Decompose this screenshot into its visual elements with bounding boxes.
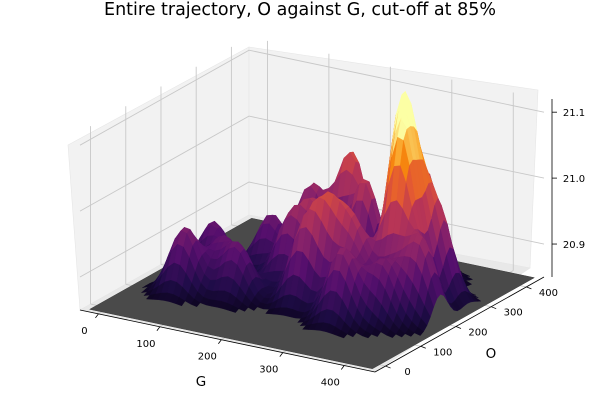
surface-cell <box>395 329 406 338</box>
x-tick-label: 200 <box>198 352 217 363</box>
surface-cell <box>337 330 348 339</box>
surface-cell <box>386 329 397 338</box>
y-axis-line <box>374 276 545 373</box>
surface <box>140 90 482 339</box>
x-tick-mark <box>279 352 284 357</box>
y-tick-label: 200 <box>468 327 487 338</box>
z-tick-label: 21.1 <box>563 108 585 119</box>
surface-cell <box>247 302 258 311</box>
x-tick-mark <box>340 365 345 370</box>
surface-cell <box>229 305 240 313</box>
y-tick-label: 400 <box>539 288 558 299</box>
z-tick-label: 20.9 <box>563 240 585 251</box>
surface-cell <box>346 327 357 338</box>
y-tick-mark <box>420 345 426 349</box>
grid-line-z-1 <box>79 115 545 212</box>
x-tick-label: 100 <box>136 339 155 350</box>
surface-cell <box>238 302 249 312</box>
y-tick-mark <box>491 306 497 310</box>
x-tick-label: 0 <box>81 326 87 337</box>
y-tick-label: 100 <box>433 347 452 358</box>
x-tick-mark <box>218 339 222 344</box>
x-tick-label: 300 <box>259 365 278 376</box>
surface-cell <box>404 328 415 337</box>
surface-cell <box>175 297 186 307</box>
y-tick-mark <box>385 365 391 369</box>
surface-cell <box>414 327 424 336</box>
y-tick-mark <box>455 326 462 329</box>
x-tick-label: 400 <box>321 378 340 389</box>
x-axis-label: G <box>196 374 206 390</box>
x-axis-line <box>79 309 376 373</box>
y-tick-label: 0 <box>404 367 410 378</box>
z-tick-label: 21.0 <box>563 174 585 185</box>
y-tick-label: 300 <box>504 308 523 319</box>
axes <box>79 99 553 373</box>
x-tick-mark <box>156 326 161 332</box>
y-axis-label: O <box>486 346 497 362</box>
x-tick-mark <box>95 313 99 319</box>
surface-cell <box>190 298 201 308</box>
surface-cell <box>361 330 372 339</box>
surface-cell <box>371 327 382 337</box>
y-tick-mark <box>526 286 532 290</box>
tick-labels: 0 100 200 300 400 0 100 200 300 400 20.9 21.0 21.1 <box>81 108 585 388</box>
grid-line-z-2 <box>79 49 545 146</box>
chart-title: Entire trajectory, O against G, cut-off … <box>104 0 496 20</box>
